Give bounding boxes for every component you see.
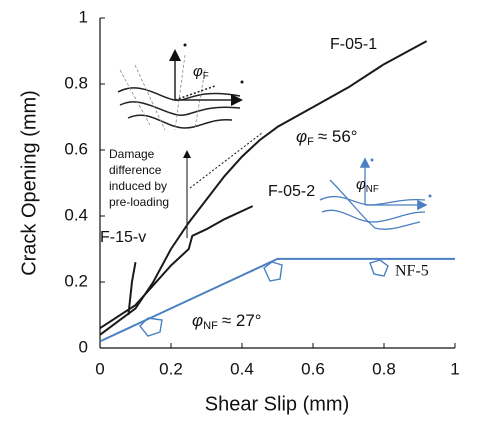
x-axis-title: Shear Slip (mm) xyxy=(205,393,349,415)
y-tick-label: 0.4 xyxy=(64,205,88,224)
angle-annotation: φF ≈ 56° xyxy=(296,127,358,147)
note-text: Damage xyxy=(109,147,155,161)
note-text: difference xyxy=(109,163,162,177)
x-tick-label: 1 xyxy=(450,359,459,378)
y-tick-label: 0.2 xyxy=(64,271,88,290)
x-tick-label: 0.4 xyxy=(230,359,254,378)
x-tick-label: 0.8 xyxy=(372,359,396,378)
y-tick-label: 0.8 xyxy=(64,73,88,92)
series-label: F-05-1 xyxy=(330,36,377,53)
line xyxy=(127,262,137,316)
y-tick-label: 1 xyxy=(79,7,88,26)
x-tick-label: 0 xyxy=(95,359,104,378)
line xyxy=(99,257,455,343)
y-tick-label: 0.6 xyxy=(64,139,88,158)
sketch-f xyxy=(117,49,243,131)
angle-annotation: φNF ≈ 27° xyxy=(192,311,262,331)
sketch-label: φNF xyxy=(356,176,379,195)
note-text: induced by xyxy=(109,179,167,193)
x-tick-label: 0.2 xyxy=(159,359,183,378)
sketch-label: φF xyxy=(193,63,209,82)
sketch-nf xyxy=(319,157,428,230)
series-label: F-15-v xyxy=(100,229,146,246)
note-text: pre-loading xyxy=(109,195,169,209)
y-tick-label: 0 xyxy=(79,337,88,356)
x-tick-label: 0.6 xyxy=(301,359,325,378)
fracture-glyphs xyxy=(139,259,389,337)
y-axis-title: Crack Opening (mm) xyxy=(18,90,40,276)
line xyxy=(99,205,254,330)
series-label: NF-5 xyxy=(395,263,429,280)
series-label: F-05-2 xyxy=(268,183,315,200)
